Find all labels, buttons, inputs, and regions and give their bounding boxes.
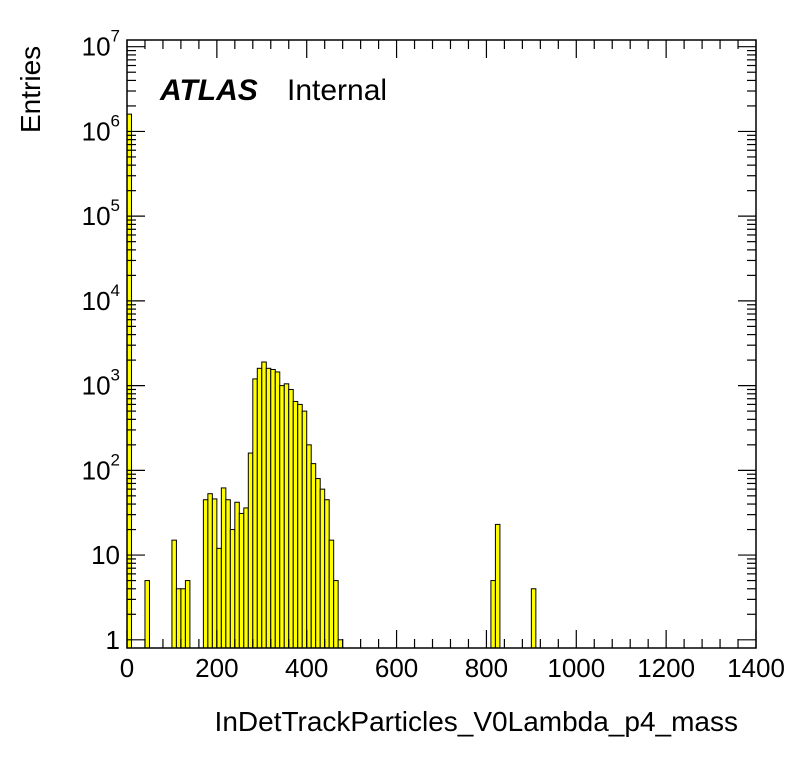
y-tick-label: 105	[82, 196, 120, 231]
x-tick-label: 600	[375, 653, 418, 683]
histogram-bar	[265, 367, 272, 649]
histogram-bar	[274, 371, 281, 649]
histogram-bar	[283, 383, 290, 649]
histogram-bar	[261, 361, 267, 649]
y-tick-label: 107	[82, 27, 120, 62]
histogram-bar	[175, 588, 182, 649]
x-axis-title: InDetTrackParticles_V0Lambda_p4_mass	[215, 706, 738, 737]
histogram-bar	[288, 388, 294, 649]
atlas-label: ATLAS	[159, 74, 258, 107]
histogram-bar	[184, 580, 191, 649]
histogram-bar	[530, 588, 537, 649]
y-axis-title: Entries	[15, 46, 46, 133]
histogram-bar	[301, 410, 308, 649]
x-tick-label: 1400	[727, 653, 785, 683]
histogram-bar	[315, 478, 321, 649]
histogram-bar	[243, 507, 249, 649]
x-tick-label: 1000	[547, 653, 605, 683]
histogram-bar	[310, 463, 317, 649]
y-tick-label: 10	[91, 540, 120, 570]
y-tick-label: 102	[82, 450, 120, 485]
histogram-bar	[292, 400, 299, 649]
histogram-bar	[202, 499, 209, 649]
histogram-bar	[319, 488, 326, 649]
histogram-bar	[270, 368, 276, 649]
histogram-bar	[229, 529, 236, 649]
x-tick-label: 0	[120, 653, 134, 683]
histogram-bar	[297, 403, 303, 649]
y-tick-label: 103	[82, 366, 120, 401]
x-tick-label: 1200	[637, 653, 695, 683]
histogram-bar	[247, 452, 254, 649]
histogram-bar	[144, 580, 150, 649]
plot-frame	[126, 39, 757, 649]
histogram-bar	[306, 444, 312, 649]
histogram-bar	[211, 498, 218, 649]
y-tick-label: 104	[82, 281, 120, 316]
x-tick-labels: 0 200 400 600 800 1000 1200 1400	[120, 653, 785, 683]
histogram-bar	[337, 639, 344, 649]
histogram-bar	[216, 547, 222, 649]
x-tick-label: 800	[465, 653, 508, 683]
histogram-bar	[234, 501, 240, 649]
y-tick-labels: 1 10 102 103 104 105 106 107	[82, 27, 120, 655]
x-tick-label: 200	[195, 653, 238, 683]
histogram-bar	[252, 378, 258, 649]
y-tick-label: 1	[106, 625, 120, 655]
histogram-bar	[225, 499, 231, 649]
histogram-bar	[171, 539, 177, 649]
histogram-bar	[256, 367, 263, 649]
histogram-bar	[207, 493, 213, 649]
histogram-bar	[220, 487, 227, 649]
histogram-bar	[180, 588, 186, 649]
histogram-bar	[328, 539, 335, 649]
internal-label: Internal	[287, 74, 387, 107]
y-tick-label: 106	[82, 111, 120, 146]
histogram-bar	[238, 512, 245, 649]
histogram-bar	[324, 499, 330, 649]
x-tick-label: 400	[285, 653, 328, 683]
histogram-bar	[279, 385, 285, 649]
histogram-bar	[494, 523, 501, 649]
histogram-bar	[333, 580, 339, 649]
histogram-bar	[490, 580, 496, 649]
